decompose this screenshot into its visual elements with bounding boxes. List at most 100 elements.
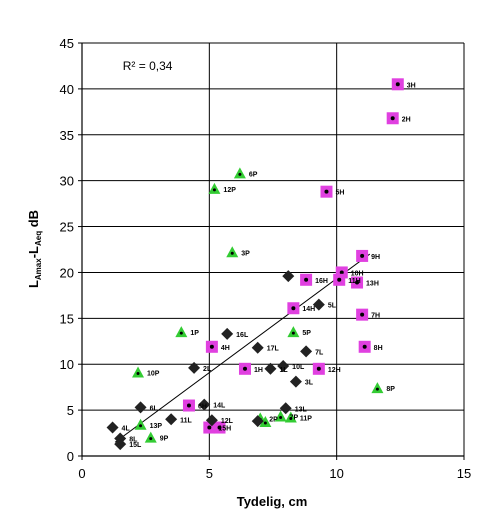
point-label: 3P xyxy=(241,250,250,257)
y-tick-label: 25 xyxy=(60,220,74,235)
point-label: 16L xyxy=(236,332,249,339)
y-tick-label: 5 xyxy=(67,403,74,418)
x-tick-label: 0 xyxy=(78,466,85,481)
point-P xyxy=(134,418,147,430)
point-center xyxy=(390,116,395,121)
y-tick-label: 10 xyxy=(60,357,74,372)
point-H xyxy=(238,362,251,375)
point-label: 1L xyxy=(279,367,288,374)
y-axis-title: LAmax-LAeq dB xyxy=(26,210,43,288)
x-tick-label: 15 xyxy=(457,466,471,481)
point-L xyxy=(188,361,201,374)
data-points xyxy=(106,78,404,451)
y-axis-ticks: 0 5 10 15 20 25 30 35 40 45 xyxy=(60,36,82,464)
point-center xyxy=(337,277,342,282)
point-center xyxy=(339,270,344,275)
point-label: 14L xyxy=(213,403,226,410)
point-center xyxy=(395,82,400,87)
point-H xyxy=(356,249,369,262)
point-label: 4L xyxy=(122,426,131,433)
point-H xyxy=(287,302,300,315)
point-P xyxy=(208,182,221,194)
point-H xyxy=(182,399,195,412)
point-L xyxy=(165,413,178,426)
point-H xyxy=(300,273,313,286)
point-center xyxy=(207,425,212,430)
point-P xyxy=(233,167,246,179)
trendline xyxy=(114,253,371,443)
point-H xyxy=(312,362,325,375)
point-center xyxy=(304,277,309,282)
point-label: 13P xyxy=(150,423,163,430)
point-L xyxy=(106,421,119,434)
point-label: 7H xyxy=(371,313,380,320)
point-label: 5H xyxy=(335,190,344,197)
point-label: 2L xyxy=(203,366,212,373)
grid xyxy=(82,42,465,456)
point-P xyxy=(259,416,272,428)
point-center xyxy=(291,331,295,335)
point-label: 13H xyxy=(366,281,379,288)
plot-area xyxy=(81,43,464,457)
point-label: 10L xyxy=(292,364,305,371)
point-L xyxy=(312,298,325,311)
point-L xyxy=(114,438,127,451)
point-center xyxy=(362,344,367,349)
x-axis-ticks: 0 5 10 15 xyxy=(78,456,471,481)
point-center xyxy=(263,421,267,425)
trendline-line xyxy=(114,253,371,443)
point-label: 3L xyxy=(305,380,314,387)
point-label: 15L xyxy=(129,442,142,449)
point-L xyxy=(205,414,218,427)
y-tick-label: 45 xyxy=(60,36,74,51)
point-center xyxy=(212,188,216,192)
point-L xyxy=(279,402,292,415)
point-label: 13L xyxy=(295,406,308,413)
point-center xyxy=(209,344,214,349)
point-label: 10P xyxy=(147,370,160,377)
point-label: 8P xyxy=(386,386,395,393)
point-L xyxy=(221,327,234,340)
point-label: 6P xyxy=(249,171,258,178)
point-L xyxy=(300,345,313,358)
point-H xyxy=(205,340,218,353)
point-P xyxy=(274,410,287,422)
point-P xyxy=(132,366,145,378)
r-squared-annotation: R² = 0,34 xyxy=(123,59,173,73)
point-label: 14H xyxy=(302,306,315,313)
point-label: 17L xyxy=(267,346,280,353)
point-label: 12L xyxy=(221,418,234,425)
point-L xyxy=(134,401,147,414)
point-label: 2H xyxy=(402,116,411,123)
point-L xyxy=(251,415,264,428)
point-center xyxy=(324,189,329,194)
point-P xyxy=(371,382,384,394)
point-center xyxy=(360,253,365,258)
point-label: 12P xyxy=(223,187,236,194)
point-L xyxy=(277,360,290,373)
point-H xyxy=(386,112,399,125)
x-tick-label: 10 xyxy=(329,466,343,481)
y-tick-label: 20 xyxy=(60,265,74,280)
point-label: 15H xyxy=(218,426,231,433)
point-H xyxy=(320,185,333,198)
point-center xyxy=(136,371,140,375)
point-label: 6H xyxy=(198,404,207,411)
point-L xyxy=(282,270,295,283)
y-tick-label: 0 xyxy=(67,449,74,464)
point-center xyxy=(149,437,153,441)
point-label: 1P xyxy=(190,330,199,337)
point-center xyxy=(179,331,183,335)
point-label: 11L xyxy=(180,417,192,424)
point-center xyxy=(242,366,247,371)
point-P xyxy=(175,326,188,338)
point-center xyxy=(316,366,321,371)
point-label: 1H xyxy=(254,367,263,374)
point-label: 4H xyxy=(221,345,230,352)
point-H xyxy=(351,276,364,289)
point-label: 2P xyxy=(269,416,278,423)
y-tick-label: 15 xyxy=(60,311,74,326)
point-center xyxy=(230,251,234,255)
point-P xyxy=(287,326,300,338)
